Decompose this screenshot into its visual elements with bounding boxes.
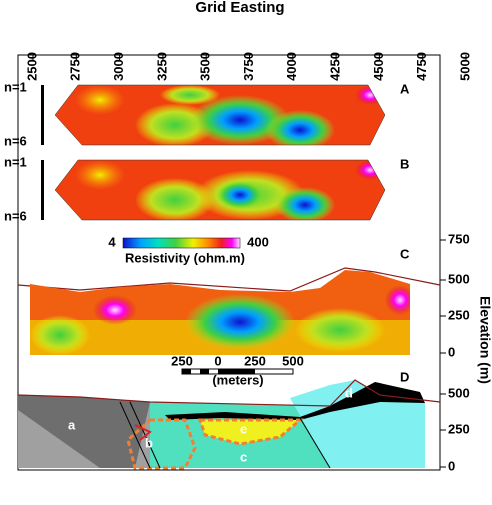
elevation-tick: 750 (448, 231, 470, 246)
unit-label: c (240, 449, 247, 464)
easting-ticks: 2500 2750 3000 3250 3500 3750 4000 4250 4500 4750… (24, 52, 472, 81)
easting-tick: 5000 (457, 52, 472, 81)
easting-tick: 3000 (111, 52, 126, 81)
depth-label: n=6 (4, 208, 27, 223)
geologic-section (17, 379, 441, 470)
scale-tick: 250 (244, 353, 266, 368)
elevation-tick: 0 (448, 344, 455, 359)
panel-letter: D (400, 369, 409, 384)
unit-label: b (145, 435, 153, 450)
unit-label: a (68, 417, 76, 432)
easting-tick: 2500 (24, 52, 39, 81)
panel-letter: A (400, 81, 410, 96)
easting-tick: 4000 (284, 52, 299, 81)
easting-tick: 3750 (241, 52, 256, 81)
colorbar-label: Resistivity (ohm.m) (125, 250, 245, 265)
scale-tick: 500 (282, 353, 304, 368)
colorbar (122, 237, 241, 249)
elevation-tick: 500 (448, 271, 470, 286)
easting-tick: 3500 (198, 52, 213, 81)
panel-letter: B (400, 156, 409, 171)
easting-tick: 4750 (414, 52, 429, 81)
easting-tick: 4500 (371, 52, 386, 81)
panel-letter: C (400, 246, 410, 261)
pseudosection-a (55, 85, 385, 145)
elevation-tick: 250 (448, 421, 470, 436)
easting-tick: 3250 (154, 52, 169, 81)
scale-bar (181, 368, 294, 375)
axis-title: Grid Easting (195, 0, 284, 16)
scale-tick: 250 (171, 353, 193, 368)
elevation-tick: 250 (448, 307, 470, 322)
elevation-tick: 500 (448, 385, 470, 400)
scale-unit: (meters) (212, 372, 263, 387)
unit-label: d (345, 385, 353, 400)
depth-label: n=1 (4, 79, 27, 94)
depth-label: n=6 (4, 133, 27, 148)
pseudosection-b (55, 160, 385, 220)
easting-tick: 2750 (68, 52, 83, 81)
section-c (30, 270, 410, 355)
depth-label: n=1 (4, 154, 27, 169)
colorbar-max: 400 (247, 234, 269, 249)
colorbar-min: 4 (108, 234, 116, 249)
scale-tick: 0 (214, 353, 221, 368)
frame (17, 54, 441, 471)
unit-label: e (240, 421, 247, 436)
easting-tick: 4250 (328, 52, 343, 81)
elevation-tick: 0 (448, 458, 455, 473)
elevation-label: Elevation (m) (477, 296, 492, 384)
